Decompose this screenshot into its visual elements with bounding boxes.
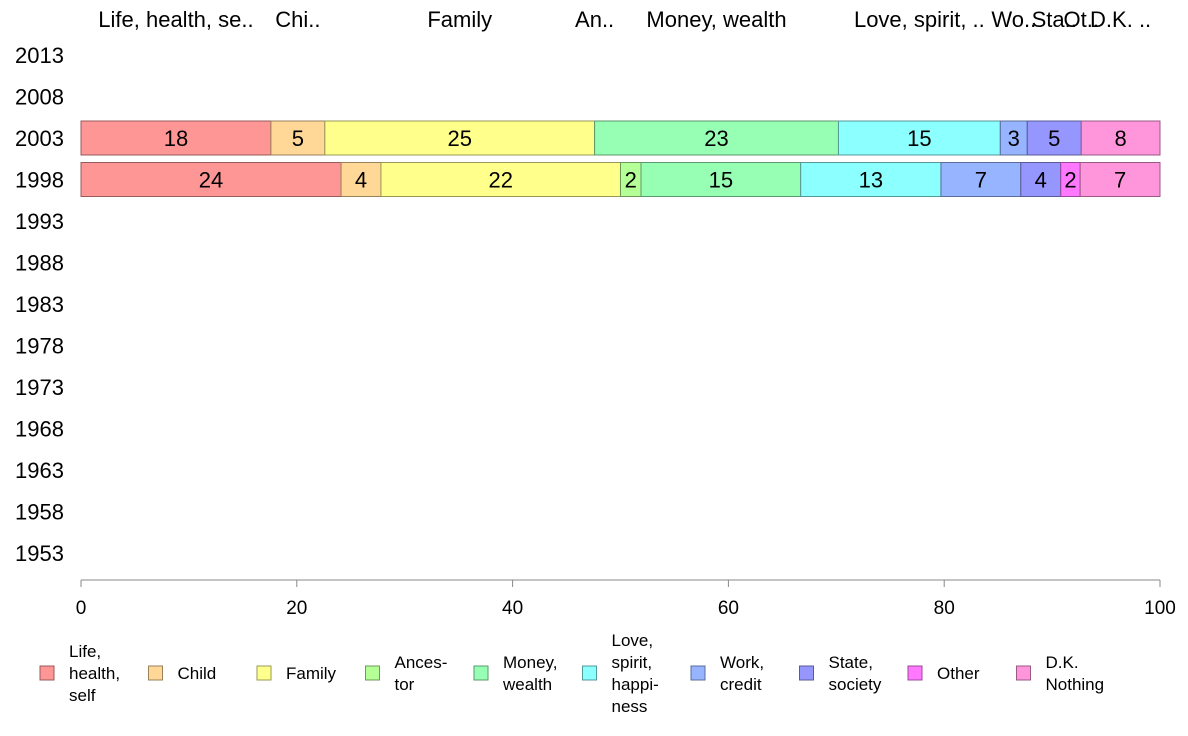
category-headers: Life, health, se.. Chi.. Family An.. Money, …: [98, 7, 1151, 32]
data-label: 25: [447, 126, 471, 151]
legend-swatch: [907, 665, 923, 681]
category-header: Money, wealth: [646, 7, 786, 32]
legend-label: credit: [720, 675, 762, 694]
x-tick-label: 80: [934, 598, 955, 619]
year-label: 2013: [15, 43, 64, 68]
data-label: 4: [355, 168, 367, 193]
bar-segment: [1080, 120, 1161, 156]
legend-label: health,: [69, 664, 120, 683]
bar-segment: [80, 162, 342, 197]
legend-label: State,: [829, 653, 873, 672]
year-label: 1958: [15, 500, 64, 525]
legend-swatch: [473, 665, 489, 681]
data-label: 23: [704, 126, 728, 151]
legend-label: Life,: [69, 642, 101, 661]
legend-swatch: [39, 665, 55, 681]
bar-segment: [837, 120, 1001, 156]
legend-label: happi-: [612, 675, 659, 694]
legend-label: Family: [286, 664, 337, 683]
legend-label: Nothing: [1046, 675, 1105, 694]
x-axis: 0 20 40 60 80 100: [76, 579, 1176, 619]
data-label: 15: [709, 168, 733, 193]
category-header: Sta..: [1032, 7, 1077, 32]
bar-segment: [594, 120, 839, 156]
data-label: 22: [488, 168, 512, 193]
legend-label: Work,: [720, 653, 764, 672]
year-label: 1998: [15, 168, 64, 193]
category-header: Love, spirit, ..: [854, 7, 985, 32]
bar-segment: [80, 120, 272, 156]
data-label: 4: [1035, 168, 1047, 193]
data-label: 7: [1114, 168, 1126, 193]
legend-swatch: [690, 665, 706, 681]
legend-swatch: [148, 665, 163, 681]
category-header: Family: [427, 7, 492, 32]
legend-label: self: [69, 686, 96, 705]
year-label: 1973: [15, 375, 64, 400]
legend-label: Ances-: [395, 653, 448, 672]
year-label: 1988: [15, 251, 64, 276]
legend-label: ness: [612, 697, 648, 716]
bar-segment: [340, 162, 382, 197]
category-header: An..: [575, 7, 614, 32]
year-label: 1993: [15, 209, 64, 234]
legend-swatch: [799, 665, 814, 681]
data-label: 5: [292, 126, 304, 151]
legend-swatch: [582, 665, 597, 681]
data-label: 24: [199, 168, 223, 193]
category-header: Wo..: [991, 7, 1036, 32]
bar-segment: [1020, 162, 1062, 197]
bar-segment: [800, 162, 942, 197]
data-label: 2: [1064, 168, 1076, 193]
legend: Life, health, self Child Family Ances-tor Mone…: [39, 631, 1105, 716]
x-tick-label: 40: [502, 598, 523, 619]
data-label: 18: [164, 126, 188, 151]
x-tick-label: 100: [1144, 598, 1176, 619]
legend-label: Money,: [503, 653, 558, 672]
data-label: 5: [1048, 126, 1060, 151]
legend-label: tor: [395, 675, 415, 694]
bar-segment: [380, 162, 621, 197]
bar-segment: [1026, 120, 1082, 156]
data-label: 3: [1008, 126, 1020, 151]
legend-label: Love,: [612, 631, 654, 650]
data-label: 13: [859, 168, 883, 193]
x-tick-label: 0: [76, 598, 87, 619]
data-label: 2: [625, 168, 637, 193]
year-label: 2003: [15, 126, 64, 151]
category-header: D.K. ..: [1090, 7, 1151, 32]
x-tick-label: 60: [718, 598, 739, 619]
legend-label: D.K.: [1046, 653, 1079, 672]
legend-swatch: [256, 665, 272, 681]
year-label: 1963: [15, 458, 64, 483]
bar-segment: [1079, 162, 1161, 197]
legend-label: spirit,: [612, 653, 653, 672]
year-labels: 2013 2008 2003 1998 1993 1988 1983 1978 1973 1968…: [15, 43, 64, 566]
category-header: Chi..: [275, 7, 320, 32]
data-label: 15: [907, 126, 931, 151]
category-header: Life, health, se..: [98, 7, 253, 32]
legend-label: Other: [937, 664, 980, 683]
legend-swatch: [1016, 665, 1031, 681]
legend-label: wealth: [502, 675, 552, 694]
bar-segment: [999, 120, 1028, 156]
year-label: 1968: [15, 417, 64, 442]
data-label: 7: [975, 168, 987, 193]
category-header: Ot..: [1064, 7, 1099, 32]
year-label: 1978: [15, 334, 64, 359]
year-label: 2008: [15, 85, 64, 110]
bars: 18 5 25 23 15 3 5 824 4 22 2 15 13 7 4 2 7: [80, 120, 1161, 197]
year-label: 1953: [15, 541, 64, 566]
legend-label: society: [829, 675, 882, 694]
x-tick-label: 20: [286, 598, 307, 619]
year-label: 1983: [15, 292, 64, 317]
data-label: 8: [1114, 126, 1126, 151]
legend-swatch: [365, 665, 380, 681]
legend-label: Child: [178, 664, 217, 683]
